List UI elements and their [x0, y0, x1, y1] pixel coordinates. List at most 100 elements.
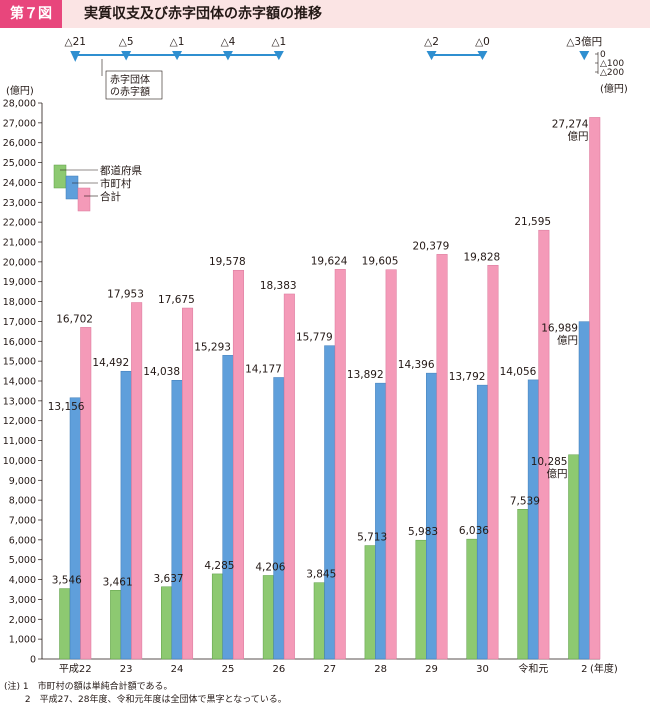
y-tick-label: 8,000 — [9, 496, 36, 507]
y-tick-label: 13,000 — [3, 396, 36, 407]
x-tick-label: 24 — [171, 664, 184, 675]
y-axis-label: (億円) — [6, 84, 34, 97]
note-1: (注) 1 市町村の額は単純合計額である。 — [4, 682, 173, 692]
bar-total — [436, 254, 448, 660]
legend-label-total: 合計 — [100, 190, 121, 203]
note-2: 2 平成27、28年度、令和元年度は全団体で黒字となっている。 — [4, 695, 287, 705]
figure-title: 実質収支及び赤字団体の赤字額の推移 — [84, 6, 322, 22]
data-label-prefecture: 4,285 — [204, 560, 234, 572]
data-label-prefecture: 10,285 億円 — [531, 456, 568, 480]
data-label-total: 17,953 — [107, 289, 144, 301]
x-tick-label: 平成22 — [59, 663, 92, 675]
data-label-total: 27,274 億円 — [552, 118, 589, 142]
legend-swatch-prefecture — [53, 164, 67, 189]
bar-total — [487, 265, 499, 660]
y-tick-label: 22,000 — [3, 218, 36, 229]
bar-municipality — [324, 345, 336, 660]
bar-total — [538, 229, 550, 660]
data-label-total: 19,605 — [362, 256, 399, 268]
data-label-prefecture: 7,539 — [510, 495, 540, 507]
y-tick-label: 24,000 — [3, 178, 36, 189]
bar-prefecture — [415, 539, 427, 660]
y-tick-label: 1,000 — [9, 635, 36, 646]
data-label-total: 19,828 — [463, 251, 500, 263]
bar-municipality — [375, 382, 387, 660]
notes: (注) 1 市町村の額は単純合計額である。 2 平成27、28年度、令和元年度は… — [4, 681, 287, 707]
data-label-total: 21,595 — [514, 216, 551, 228]
legend-label-municipality: 市町村 — [100, 177, 132, 190]
deficit-label: △1 — [170, 36, 185, 48]
data-label-prefecture: 6,036 — [459, 525, 489, 537]
deficit-scale-unit: (億円) — [600, 82, 628, 95]
data-label-prefecture: 4,206 — [255, 561, 285, 573]
y-tick-label: 18,000 — [3, 297, 36, 308]
bar-prefecture — [568, 454, 580, 660]
x-tick-label: 30 — [476, 664, 489, 675]
data-label-total: 19,578 — [209, 256, 246, 268]
y-tick-label: 14,000 — [3, 377, 36, 388]
y-tick-label: 5,000 — [9, 555, 36, 566]
y-tick-label: 17,000 — [3, 317, 36, 328]
deficit-marker — [273, 51, 284, 61]
x-tick-label: 23 — [120, 664, 133, 675]
bar-municipality — [578, 321, 590, 660]
bar-municipality — [120, 370, 132, 660]
x-tick-label: 2 — [581, 664, 587, 675]
bar-total — [131, 302, 143, 660]
bar-total — [80, 327, 92, 660]
data-label-total: 18,383 — [260, 280, 297, 292]
deficit-label: △21 — [65, 36, 86, 48]
x-tick-label: 25 — [222, 664, 235, 675]
callout-label: 赤字団体の赤字額 — [110, 73, 150, 98]
bar-prefecture — [466, 538, 478, 660]
bar-total — [232, 269, 244, 660]
x-tick-label: 26 — [272, 664, 285, 675]
deficit-marker — [222, 51, 233, 61]
data-label-municipality: 14,056 — [500, 366, 537, 378]
bar-total — [334, 269, 346, 660]
deficit-scale-label: △200 — [600, 68, 624, 78]
bar-total — [182, 307, 194, 660]
data-label-prefecture: 3,637 — [154, 573, 184, 585]
y-tick-label: 10,000 — [3, 456, 36, 467]
bar-prefecture — [110, 590, 122, 660]
bar-municipality — [222, 355, 234, 660]
data-label-municipality: 13,156 — [48, 401, 85, 413]
x-tick-label: 27 — [323, 664, 336, 675]
data-label-total: 17,675 — [158, 294, 195, 306]
deficit-scale-label: 0 — [600, 50, 606, 60]
bar-prefecture — [211, 573, 223, 660]
data-label-municipality: 13,892 — [347, 369, 384, 381]
data-label-prefecture: 3,461 — [103, 576, 133, 588]
y-tick-label: 27,000 — [3, 118, 36, 129]
y-tick-label: 4,000 — [9, 575, 36, 586]
bar-prefecture — [262, 575, 274, 660]
y-tick-label: 11,000 — [3, 436, 36, 447]
bar-municipality — [426, 372, 438, 660]
x-tick-label: 28 — [374, 664, 387, 675]
y-tick-label: 15,000 — [3, 357, 36, 368]
deficit-label: △1 — [271, 36, 286, 48]
y-tick-label: 20,000 — [3, 257, 36, 268]
y-tick-label: 23,000 — [3, 198, 36, 209]
data-label-total: 16,702 — [56, 313, 93, 325]
bar-prefecture — [364, 545, 376, 660]
data-label-prefecture: 3,845 — [306, 569, 336, 581]
bar-prefecture — [517, 509, 529, 660]
data-label-municipality: 14,177 — [245, 363, 282, 375]
figure-header: 第７図 実質収支及び赤字団体の赤字額の推移 — [0, 0, 650, 28]
y-tick-label: 28,000 — [3, 99, 36, 110]
figure-label: 第７図 — [0, 0, 62, 28]
callout-box — [105, 70, 163, 100]
bar-prefecture — [161, 586, 173, 660]
y-tick-label: 2,000 — [9, 615, 36, 626]
data-label-municipality: 14,396 — [398, 359, 435, 371]
bar-prefecture — [313, 582, 325, 660]
deficit-marker — [426, 51, 437, 61]
data-label-municipality: 16,989 億円 — [541, 323, 578, 347]
bar-municipality — [527, 379, 539, 660]
deficit-label: △4 — [221, 36, 236, 48]
y-tick-label: 26,000 — [3, 138, 36, 149]
deficit-marker — [579, 51, 590, 61]
